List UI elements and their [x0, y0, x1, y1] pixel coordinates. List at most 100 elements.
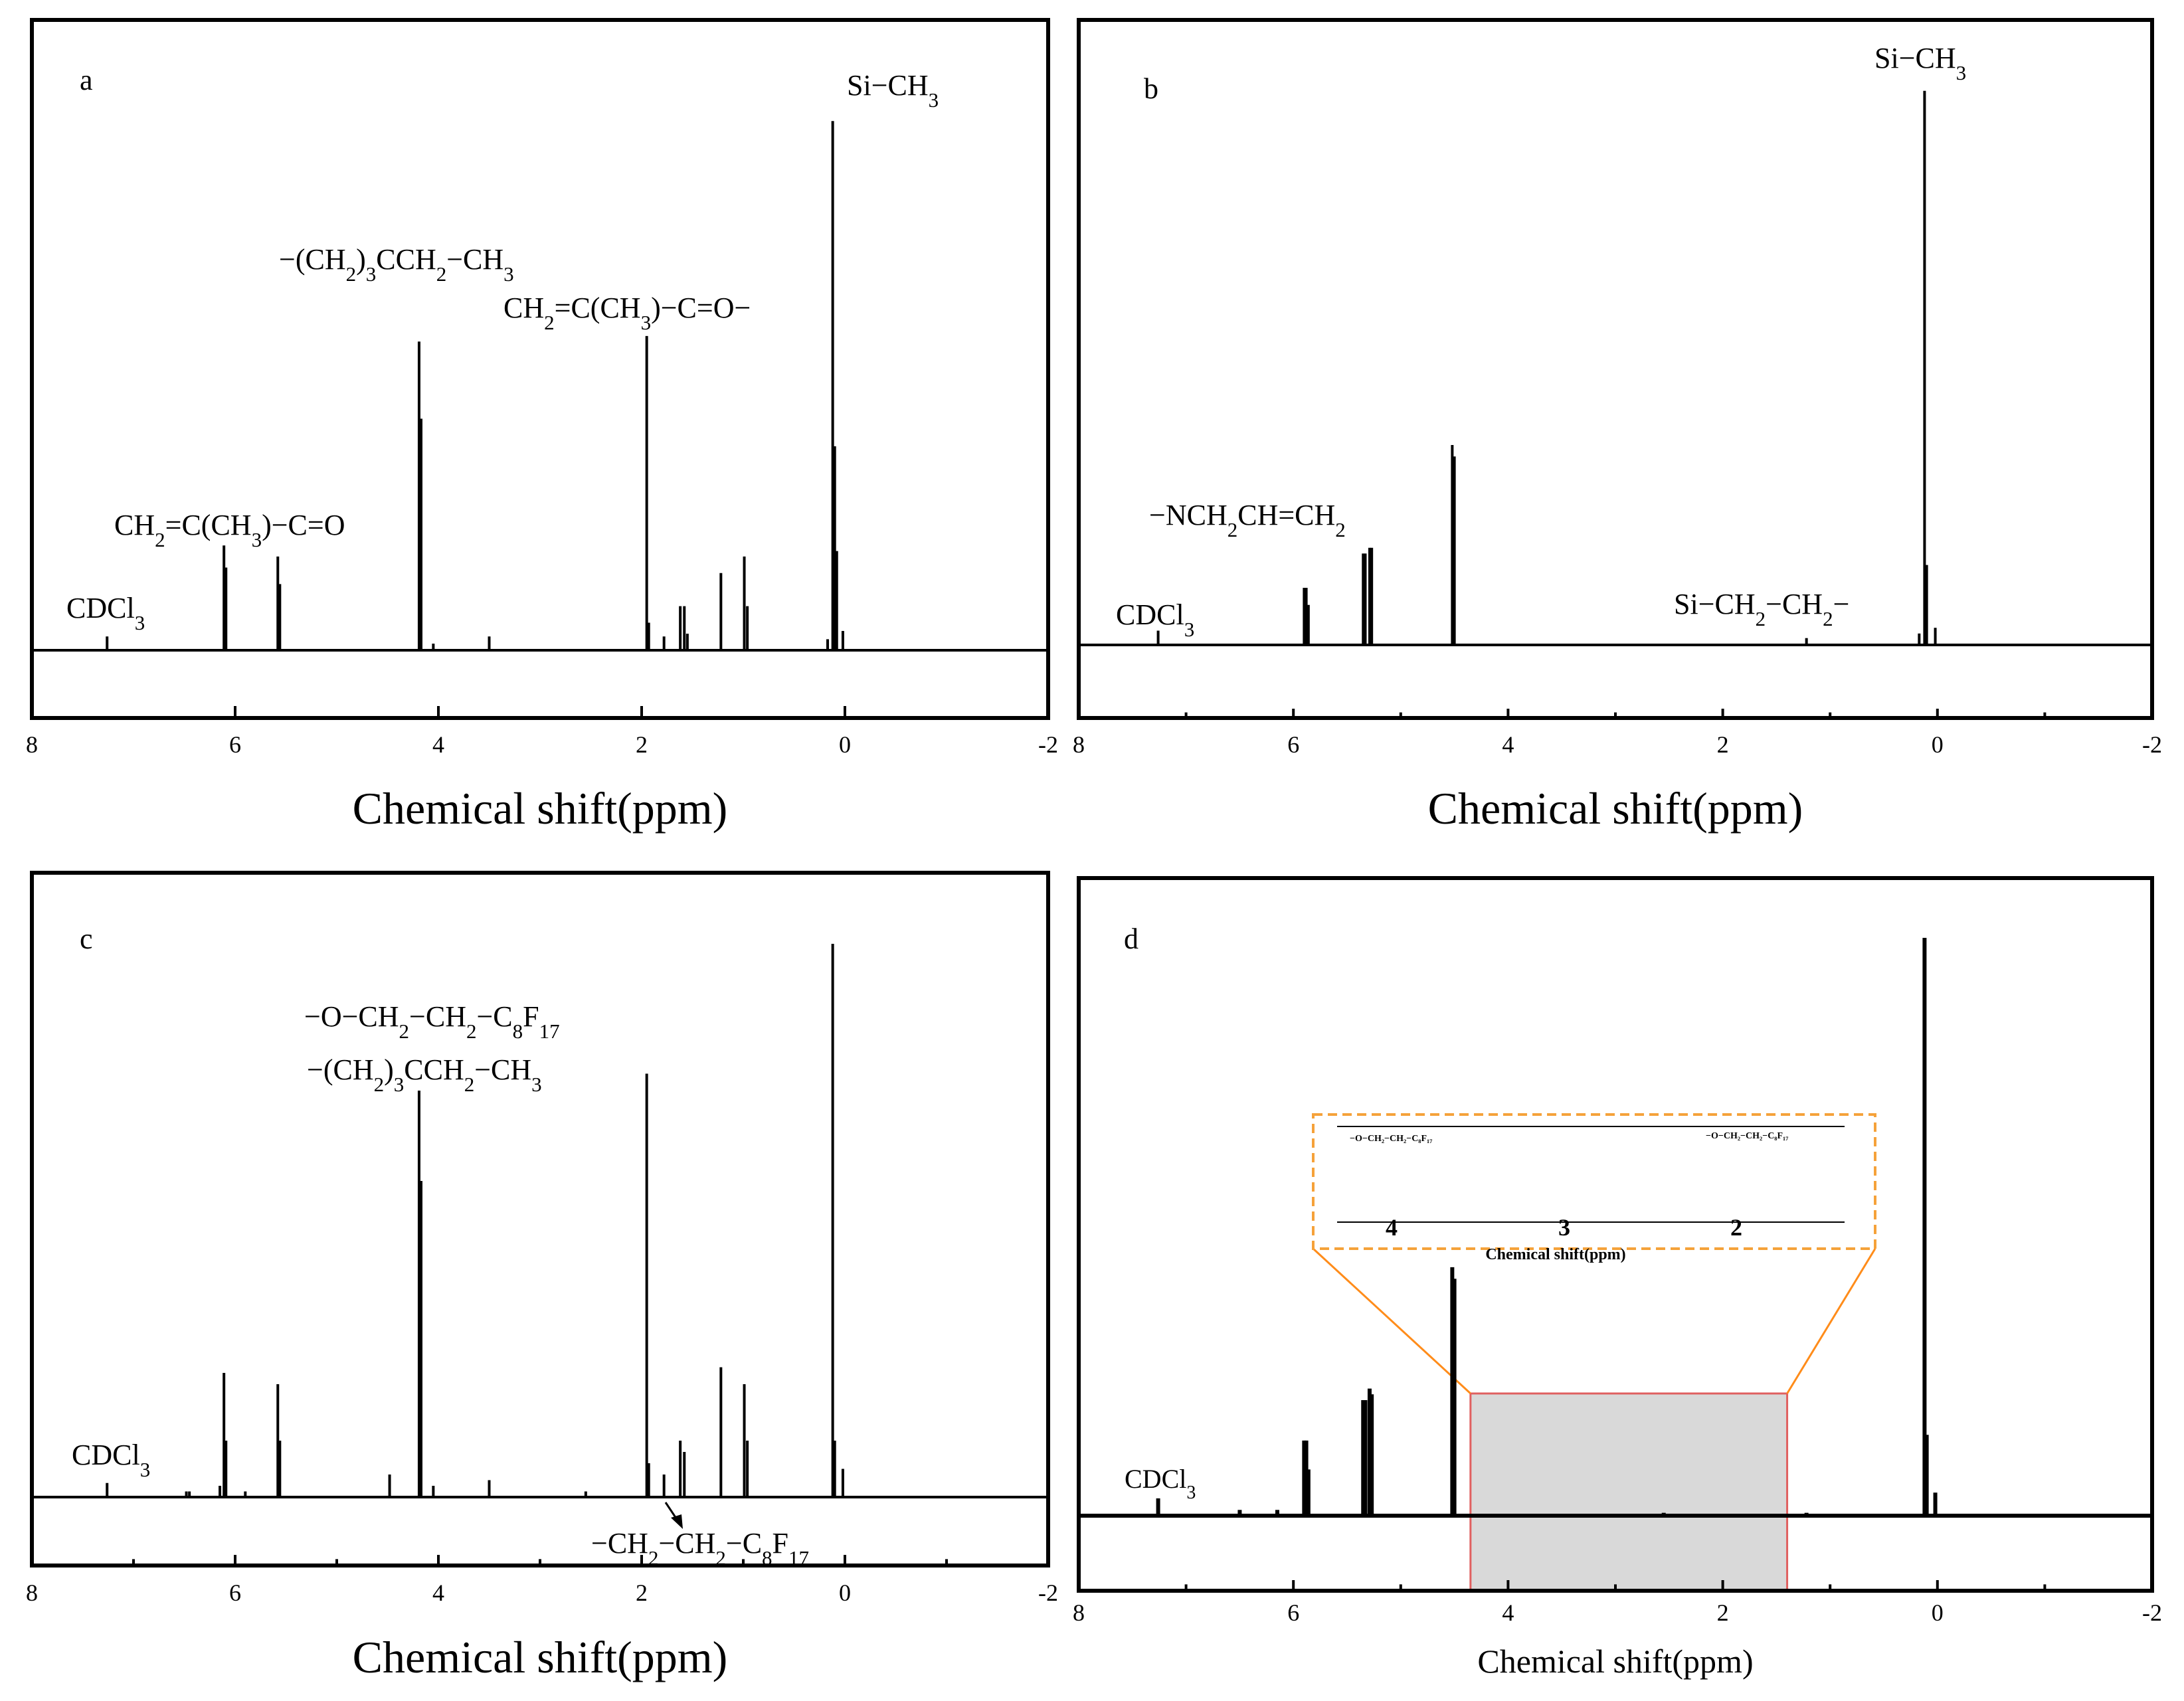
panel-label: a	[80, 64, 93, 96]
inset-frame	[1312, 1113, 1876, 1250]
label-part: CDCl	[1125, 1464, 1186, 1494]
label-part: 2	[544, 311, 555, 334]
label-part: −CH	[409, 1000, 466, 1033]
label-part: 3	[366, 262, 377, 286]
label-part: 2	[399, 1020, 410, 1043]
label-part: −(CH	[279, 243, 346, 276]
label-part: 2	[436, 262, 447, 286]
tick-label: -2	[2142, 731, 2162, 758]
tick-label: 4	[432, 1579, 444, 1606]
plot-frame	[30, 871, 1050, 1567]
plot-frame	[30, 18, 1050, 720]
label-part: 3	[252, 528, 262, 551]
peak-annotation: CH2=C(CH3)−C=O	[114, 509, 345, 551]
label-part: 17	[539, 1020, 560, 1043]
label-part: −C	[476, 1000, 512, 1033]
peak-annotation: −O−CH2−CH2−C8F17	[304, 1000, 560, 1043]
label-part: =C(CH	[165, 509, 252, 541]
label-part: F	[773, 1527, 788, 1560]
peak-annotation: CDCl3	[1125, 1464, 1196, 1503]
inset: 4 3 2 Chemical shift(ppm) −O−CH₂−CH₂−C₈F₁₇ −O…	[1312, 1113, 1876, 1263]
label-part: 2	[648, 1546, 659, 1569]
label-part: 3	[394, 1073, 405, 1096]
tick-label: -2	[1038, 1579, 1058, 1606]
panel-label: b	[1144, 72, 1158, 105]
label-part: CH=CH	[1237, 499, 1335, 531]
label-part: 8	[513, 1020, 523, 1043]
peak-annotation: Si−CH3	[847, 69, 939, 112]
label-part: 2	[1228, 518, 1238, 541]
tick-label: -2	[2142, 1599, 2162, 1626]
tick-label: 2	[636, 731, 648, 758]
label-part: −	[1833, 588, 1850, 620]
peak-annotation: −CH2−CH2−C8F17	[591, 1527, 809, 1569]
label-part: −CH	[1766, 588, 1823, 620]
x-axis-title: Chemical shift(ppm)	[1428, 783, 1803, 834]
inset-x-axis-title: Chemical shift(ppm)	[1485, 1246, 1625, 1263]
label-part: −O−CH	[304, 1000, 399, 1033]
tick-label: 8	[26, 731, 38, 758]
peak-annotation: CDCl3	[1116, 598, 1194, 641]
label-part: Si−CH	[1674, 588, 1756, 620]
label-part: CCH	[404, 1053, 464, 1086]
label-part: −(CH	[307, 1053, 374, 1086]
peak-annotation: Si−CH2−CH2−	[1674, 588, 1849, 630]
peak-annotation: CH2=C(CH3)−C=O−	[503, 292, 751, 334]
tick-label: 2	[1717, 731, 1729, 758]
label-part: 2	[464, 1073, 475, 1096]
peak-annotation: −(CH2)3CCH2−CH3	[279, 243, 514, 286]
label-part: 2	[466, 1020, 477, 1043]
tick-label: 6	[229, 1579, 241, 1606]
inset-tick-label: 3	[1558, 1214, 1570, 1241]
inset-tick-label: 4	[1386, 1214, 1398, 1241]
zoom-connector-left	[1312, 1247, 1471, 1395]
label-part: F	[523, 1000, 539, 1033]
tick-label: 2	[636, 1579, 648, 1606]
label-part: 2	[1756, 607, 1766, 630]
inset-tick-label: 2	[1730, 1214, 1742, 1241]
label-part: 3	[641, 311, 652, 334]
label-part: CDCl	[72, 1439, 140, 1471]
label-part: −CH	[591, 1527, 648, 1560]
label-part: )	[384, 1053, 394, 1086]
label-part: 2	[1823, 607, 1833, 630]
label-part: CDCl	[1116, 598, 1184, 631]
peak-annotation: CDCl3	[66, 592, 145, 634]
label-part: 3	[140, 1458, 151, 1481]
tick-label: 0	[839, 1579, 851, 1606]
tick-label: 8	[1073, 1599, 1085, 1626]
label-part: 3	[135, 611, 145, 634]
arrow-head-icon	[671, 1514, 683, 1529]
peak-annotation: −(CH2)3CCH2−CH3	[307, 1053, 542, 1096]
label-part: Si−CH	[847, 69, 929, 102]
tick-label: 0	[839, 731, 851, 758]
label-part: CCH	[376, 243, 436, 276]
tick-label: 8	[26, 1579, 38, 1606]
tick-label: 4	[432, 731, 444, 758]
peak-annotation: Si−CH3	[1874, 42, 1966, 84]
label-part: CH	[503, 292, 544, 324]
label-part: 3	[929, 88, 939, 112]
tick-label: 0	[1932, 731, 1944, 758]
zoom-region	[1469, 1392, 1789, 1592]
tick-label: 6	[229, 731, 241, 758]
x-axis-title: Chemical shift(ppm)	[1477, 1643, 1753, 1680]
x-axis-title: Chemical shift(ppm)	[353, 783, 728, 834]
label-part: 3	[1184, 618, 1195, 641]
label-part: −CH	[446, 243, 503, 276]
label-part: CDCl	[66, 592, 135, 624]
label-part: 3	[1186, 1482, 1196, 1503]
label-part: =C(CH	[555, 292, 641, 324]
inset-peak-label: −O−CH₂−CH₂−C₈F₁₇	[1706, 1131, 1788, 1141]
label-part: −C	[726, 1527, 762, 1560]
label-part: 3	[531, 1073, 542, 1096]
panel-label: d	[1124, 923, 1138, 955]
peak-annotation: CDCl3	[72, 1439, 150, 1481]
label-part: 3	[1956, 61, 1967, 84]
label-part: Si−CH	[1874, 42, 1956, 74]
label-part: 2	[1335, 518, 1346, 541]
